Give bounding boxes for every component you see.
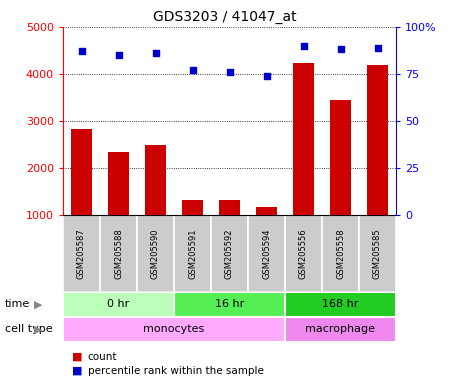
Point <box>115 52 122 58</box>
Bar <box>108 152 129 215</box>
Bar <box>219 200 240 215</box>
Text: count: count <box>88 352 117 362</box>
Bar <box>359 215 396 292</box>
Point <box>226 69 233 75</box>
Bar <box>174 292 285 317</box>
Bar <box>285 215 322 292</box>
Bar <box>137 215 174 292</box>
Text: GSM205588: GSM205588 <box>114 228 123 279</box>
Text: time: time <box>4 299 30 310</box>
Point <box>78 48 85 55</box>
Bar <box>256 207 277 215</box>
Bar <box>174 215 211 292</box>
Bar <box>367 65 388 215</box>
Bar <box>63 317 285 342</box>
Text: ▶: ▶ <box>34 299 42 310</box>
Text: GSM205558: GSM205558 <box>336 228 345 279</box>
Text: GSM205587: GSM205587 <box>77 228 86 279</box>
Text: GSM205592: GSM205592 <box>225 228 234 279</box>
Point <box>300 43 307 49</box>
Text: ■: ■ <box>72 352 82 362</box>
Point <box>337 46 344 53</box>
Point <box>374 45 381 51</box>
Bar <box>182 200 202 215</box>
Bar <box>145 145 166 215</box>
Text: monocytes: monocytes <box>144 324 205 334</box>
Text: 16 hr: 16 hr <box>215 299 244 310</box>
Bar <box>248 215 285 292</box>
Text: ■: ■ <box>72 366 82 376</box>
Text: 0 hr: 0 hr <box>108 299 130 310</box>
Bar <box>71 129 92 215</box>
Text: macrophage: macrophage <box>306 324 375 334</box>
Text: GSM205585: GSM205585 <box>373 228 382 279</box>
Point <box>189 67 196 73</box>
Text: GSM205594: GSM205594 <box>262 228 271 279</box>
Bar <box>63 215 100 292</box>
Bar <box>330 100 351 215</box>
Text: ▶: ▶ <box>34 324 42 334</box>
Text: GSM205556: GSM205556 <box>299 228 308 279</box>
Bar <box>322 215 359 292</box>
Bar <box>285 317 396 342</box>
Bar <box>211 215 248 292</box>
Point <box>263 73 270 79</box>
Text: GSM205590: GSM205590 <box>151 228 160 279</box>
Text: GSM205591: GSM205591 <box>188 228 197 279</box>
Bar <box>100 215 137 292</box>
Text: percentile rank within the sample: percentile rank within the sample <box>88 366 264 376</box>
Text: cell type: cell type <box>4 324 52 334</box>
Bar <box>285 292 396 317</box>
Text: GDS3203 / 41047_at: GDS3203 / 41047_at <box>153 10 297 23</box>
Point <box>152 50 159 56</box>
Bar <box>293 63 314 215</box>
Text: 168 hr: 168 hr <box>322 299 359 310</box>
Bar <box>63 292 174 317</box>
